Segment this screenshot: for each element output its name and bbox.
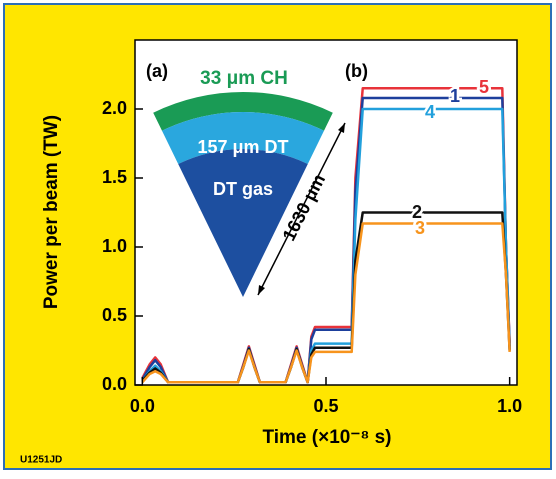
ch-label: 33 μm CH bbox=[200, 68, 288, 89]
ch-layer bbox=[153, 91, 333, 131]
x-tick-label: 1.0 bbox=[497, 396, 522, 416]
series-label: 2 bbox=[412, 202, 422, 222]
y-axis-label: Power per beam (TW) bbox=[41, 115, 62, 309]
panel-label: (b) bbox=[345, 61, 368, 81]
y-tick-label: 0.5 bbox=[102, 305, 127, 325]
y-tick-label: 0.0 bbox=[102, 374, 127, 394]
series-label: 5 bbox=[479, 77, 489, 97]
y-tick-label: 1.0 bbox=[102, 236, 127, 256]
x-tick-label: 0.0 bbox=[130, 396, 155, 416]
x-tick-label: 0.5 bbox=[313, 396, 338, 416]
gas-core bbox=[178, 149, 308, 297]
dimension-line bbox=[257, 122, 346, 296]
panel-label: (a) bbox=[146, 61, 168, 81]
x-axis-label: Time (×10⁻⁸ s) bbox=[262, 427, 391, 448]
dt-layer bbox=[162, 112, 324, 164]
series-label: 4 bbox=[425, 102, 435, 122]
dt-label: 157 μm DT bbox=[197, 137, 288, 157]
y-tick-label: 2.0 bbox=[102, 98, 127, 118]
series-label: 3 bbox=[415, 218, 425, 238]
figure-id: U1251JD bbox=[20, 455, 62, 466]
y-tick-label: 1.5 bbox=[102, 167, 127, 187]
series-line bbox=[141, 222, 511, 384]
series-label: 1 bbox=[450, 86, 460, 106]
gas-label: DT gas bbox=[213, 179, 273, 199]
